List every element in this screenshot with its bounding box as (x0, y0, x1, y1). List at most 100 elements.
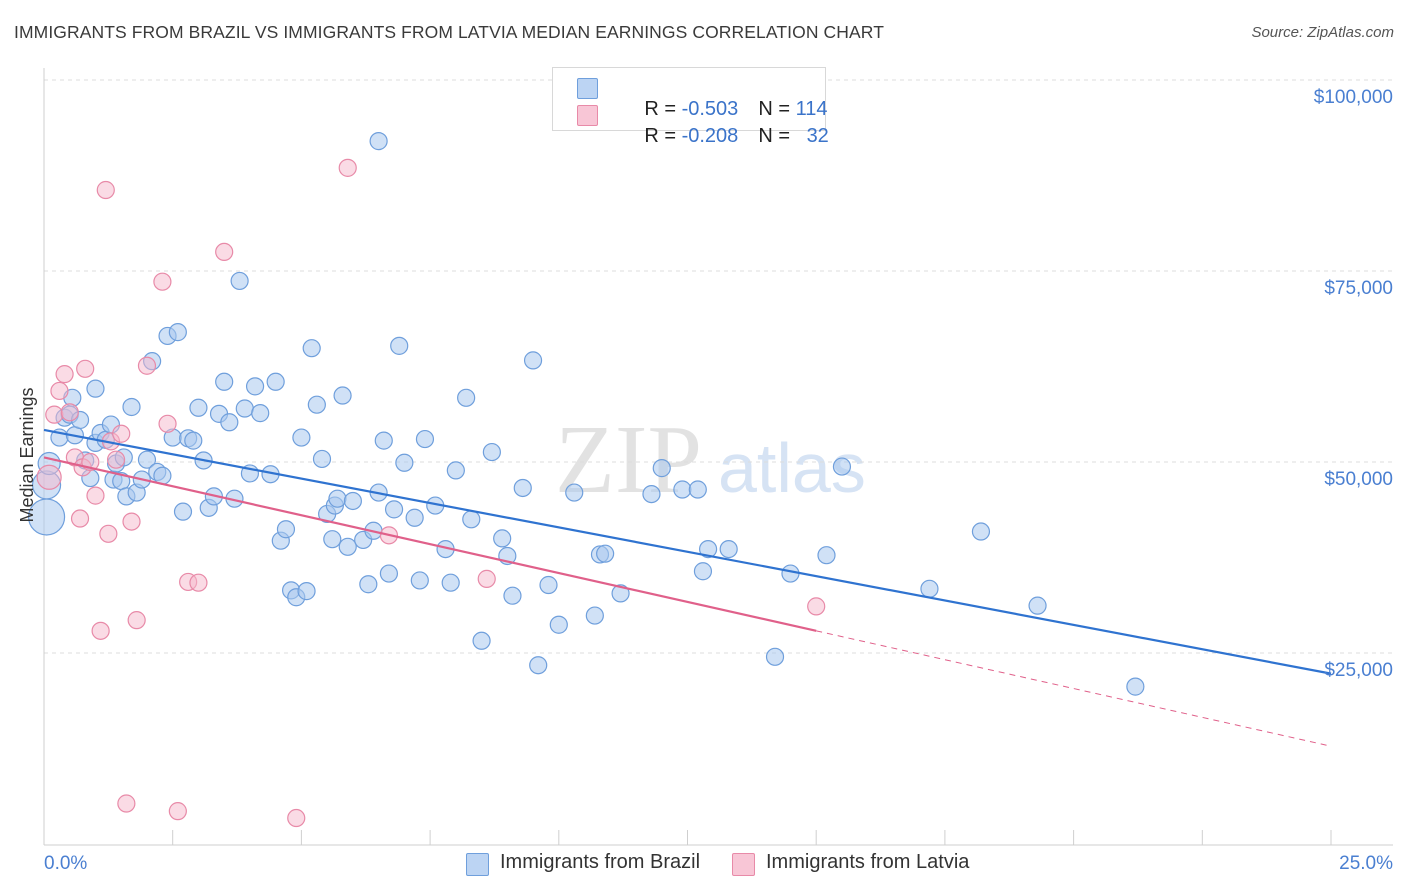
source-label: Source: ZipAtlas.com (1251, 24, 1394, 41)
y-axis-label: Median Earnings (17, 387, 37, 522)
point-latvia (45, 405, 64, 424)
latvia-r-label: R = (644, 125, 682, 147)
point-latvia (168, 802, 187, 821)
latvia-r-value: -0.208 (681, 125, 739, 147)
point-brazil (230, 271, 249, 291)
point-brazil (446, 461, 465, 480)
point-brazil (333, 386, 352, 405)
point-brazil (493, 529, 512, 548)
latvia-n-label: N = (758, 125, 796, 147)
point-brazil (395, 453, 414, 472)
point-brazil (415, 429, 435, 449)
point-brazil (266, 372, 285, 391)
point-brazil (189, 398, 208, 417)
point-latvia (96, 180, 115, 200)
point-brazil (482, 442, 501, 462)
trendline-brazil (43, 428, 1332, 675)
point-brazil (215, 372, 234, 391)
point-brazil (338, 537, 357, 556)
point-brazil (276, 520, 296, 539)
point-latvia (153, 272, 172, 291)
point-brazil (292, 428, 311, 447)
point-brazil (539, 575, 558, 595)
point-brazil (611, 584, 630, 603)
point-latvia (70, 509, 90, 528)
point-brazil (312, 449, 332, 469)
point-brazil (513, 478, 532, 498)
point-brazil (698, 539, 718, 559)
point-brazil (307, 395, 326, 414)
point-brazil (1126, 677, 1145, 696)
point-brazil (137, 450, 157, 469)
point-brazil (410, 571, 429, 590)
point-brazil (220, 413, 239, 432)
point-brazil (642, 484, 661, 504)
point-latvia (189, 573, 208, 592)
point-brazil (719, 539, 738, 559)
point-brazil (596, 544, 615, 563)
data-points (27, 132, 1145, 828)
point-brazil (462, 510, 481, 529)
point-latvia (338, 158, 357, 177)
point-brazil (168, 323, 187, 342)
y-tick-label: $25,000 (1324, 660, 1393, 681)
point-latvia (215, 242, 234, 261)
point-brazil (1028, 596, 1047, 615)
chart-title: IMMIGRANTS FROM BRAZIL VS IMMIGRANTS FRO… (14, 22, 884, 42)
point-brazil (920, 579, 939, 598)
point-brazil (765, 647, 785, 666)
legend-brazil-label: Immigrants from Brazil (500, 851, 701, 873)
stats-legend-brazil: R = -0.503 N = 114 (577, 75, 827, 120)
point-brazil (343, 491, 362, 511)
point-brazil (122, 397, 141, 417)
point-latvia (36, 464, 62, 490)
point-latvia (158, 414, 177, 433)
point-brazil (184, 431, 203, 450)
point-latvia (807, 597, 826, 616)
point-brazil (390, 336, 409, 355)
point-brazil (297, 582, 316, 601)
point-latvia (117, 794, 136, 813)
y-tick-label: $50,000 (1324, 469, 1393, 490)
point-latvia (55, 365, 74, 384)
stats-legend: R = -0.503 N = 114 R = -0.208 N = 32 (552, 67, 829, 147)
point-brazil (832, 457, 852, 476)
trendlines (43, 428, 1332, 747)
point-latvia (477, 569, 496, 588)
stats-legend-latvia: R = -0.208 N = 32 (577, 102, 829, 147)
point-brazil (86, 379, 105, 398)
point-brazil (565, 483, 584, 502)
point-latvia (112, 424, 131, 443)
point-brazil (245, 377, 265, 396)
point-latvia (122, 512, 141, 531)
point-brazil (379, 564, 399, 583)
point-brazil (693, 562, 713, 581)
brazil-r-value: -0.503 (681, 98, 739, 120)
point-brazil (235, 399, 254, 418)
point-latvia (287, 808, 306, 828)
point-latvia (60, 403, 79, 422)
legend-latvia-swatch (732, 853, 755, 876)
point-brazil (251, 404, 270, 423)
brazil-swatch (577, 78, 598, 99)
y-tick-label: $100,000 (1314, 87, 1393, 108)
point-brazil (673, 480, 692, 499)
point-brazil (441, 573, 460, 592)
point-brazil (359, 575, 378, 594)
point-latvia (127, 611, 146, 630)
point-brazil (323, 530, 342, 549)
point-latvia (76, 359, 95, 378)
legend-latvia-label: Immigrants from Latvia (766, 851, 970, 873)
trendline-latvia (43, 456, 817, 632)
point-latvia (106, 450, 126, 469)
brazil-r-label: R = (644, 98, 682, 120)
point-brazil (523, 351, 543, 370)
point-latvia (99, 524, 118, 543)
point-brazil (688, 480, 707, 499)
point-brazil (971, 522, 991, 541)
point-brazil (781, 564, 800, 583)
legend-brazil-swatch (466, 853, 489, 876)
x-tick-label: 25.0% (1339, 853, 1393, 874)
point-brazil (585, 606, 604, 625)
